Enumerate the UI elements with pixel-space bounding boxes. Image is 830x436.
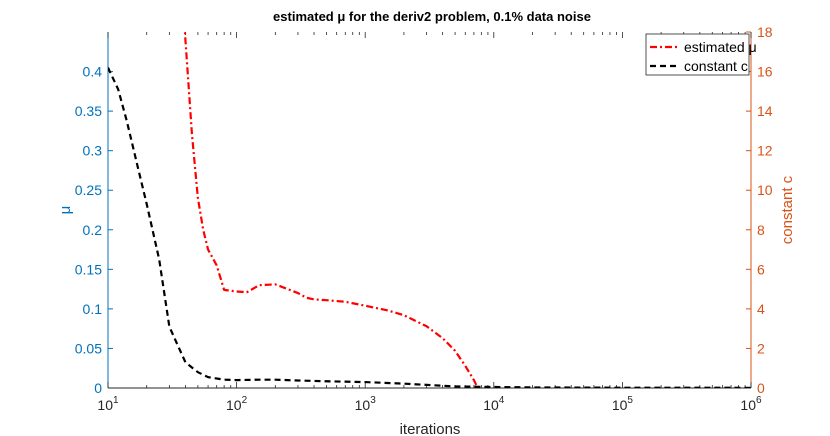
right-tick-label: 6	[757, 261, 765, 277]
series-line-estimated-mu	[183, 32, 479, 388]
left-tick-label: 0.05	[75, 340, 102, 356]
right-axis: 0 2 4 6 8 10 12 14 16 18	[746, 24, 773, 396]
left-tick-label: 0	[94, 380, 102, 396]
series-layer	[108, 32, 751, 388]
left-tick-label: 0.3	[83, 143, 103, 159]
right-axis-label: constant c	[779, 175, 796, 244]
left-axis-label: μ	[57, 206, 74, 215]
series-line-constant-c	[108, 67, 751, 388]
right-tick-label: 12	[757, 143, 773, 159]
x-tick-label: 103	[355, 395, 377, 413]
right-tick-label: 14	[757, 103, 773, 119]
legend-label-constant-c: constant c	[684, 58, 748, 74]
x-tick-label: 105	[612, 395, 634, 413]
left-tick-label: 0.1	[83, 301, 103, 317]
left-tick-label: 0.15	[75, 261, 102, 277]
x-tick-label: 101	[97, 395, 119, 413]
x-axis-label: iterations	[400, 421, 461, 436]
right-tick-label: 2	[757, 340, 765, 356]
right-tick-label: 4	[757, 301, 765, 317]
right-tick-label: 10	[757, 182, 773, 198]
left-tick-label: 0.35	[75, 103, 102, 119]
legend-label-estimated-mu: estimated μ	[684, 39, 757, 55]
legend: estimated μ constant c	[645, 33, 757, 76]
right-tick-label: 0	[757, 380, 765, 396]
left-tick-label: 0.25	[75, 182, 102, 198]
right-tick-label: 16	[757, 64, 773, 80]
left-tick-label: 0.2	[83, 222, 103, 238]
legend-box	[645, 33, 750, 76]
x-axis: 101 102 103 104 105 106	[97, 32, 762, 413]
left-tick-label: 0.4	[83, 64, 103, 80]
plot-area	[108, 32, 751, 388]
x-tick-label: 104	[483, 395, 505, 413]
chart-title: estimated μ for the deriv2 problem, 0.1%…	[273, 9, 591, 24]
x-tick-label: 102	[226, 395, 248, 413]
right-tick-label: 18	[757, 24, 773, 40]
x-tick-label: 106	[740, 395, 762, 413]
left-axis: 0 0.05 0.1 0.15 0.2 0.25 0.3 0.35 0.4	[75, 32, 113, 396]
right-tick-label: 8	[757, 222, 765, 238]
